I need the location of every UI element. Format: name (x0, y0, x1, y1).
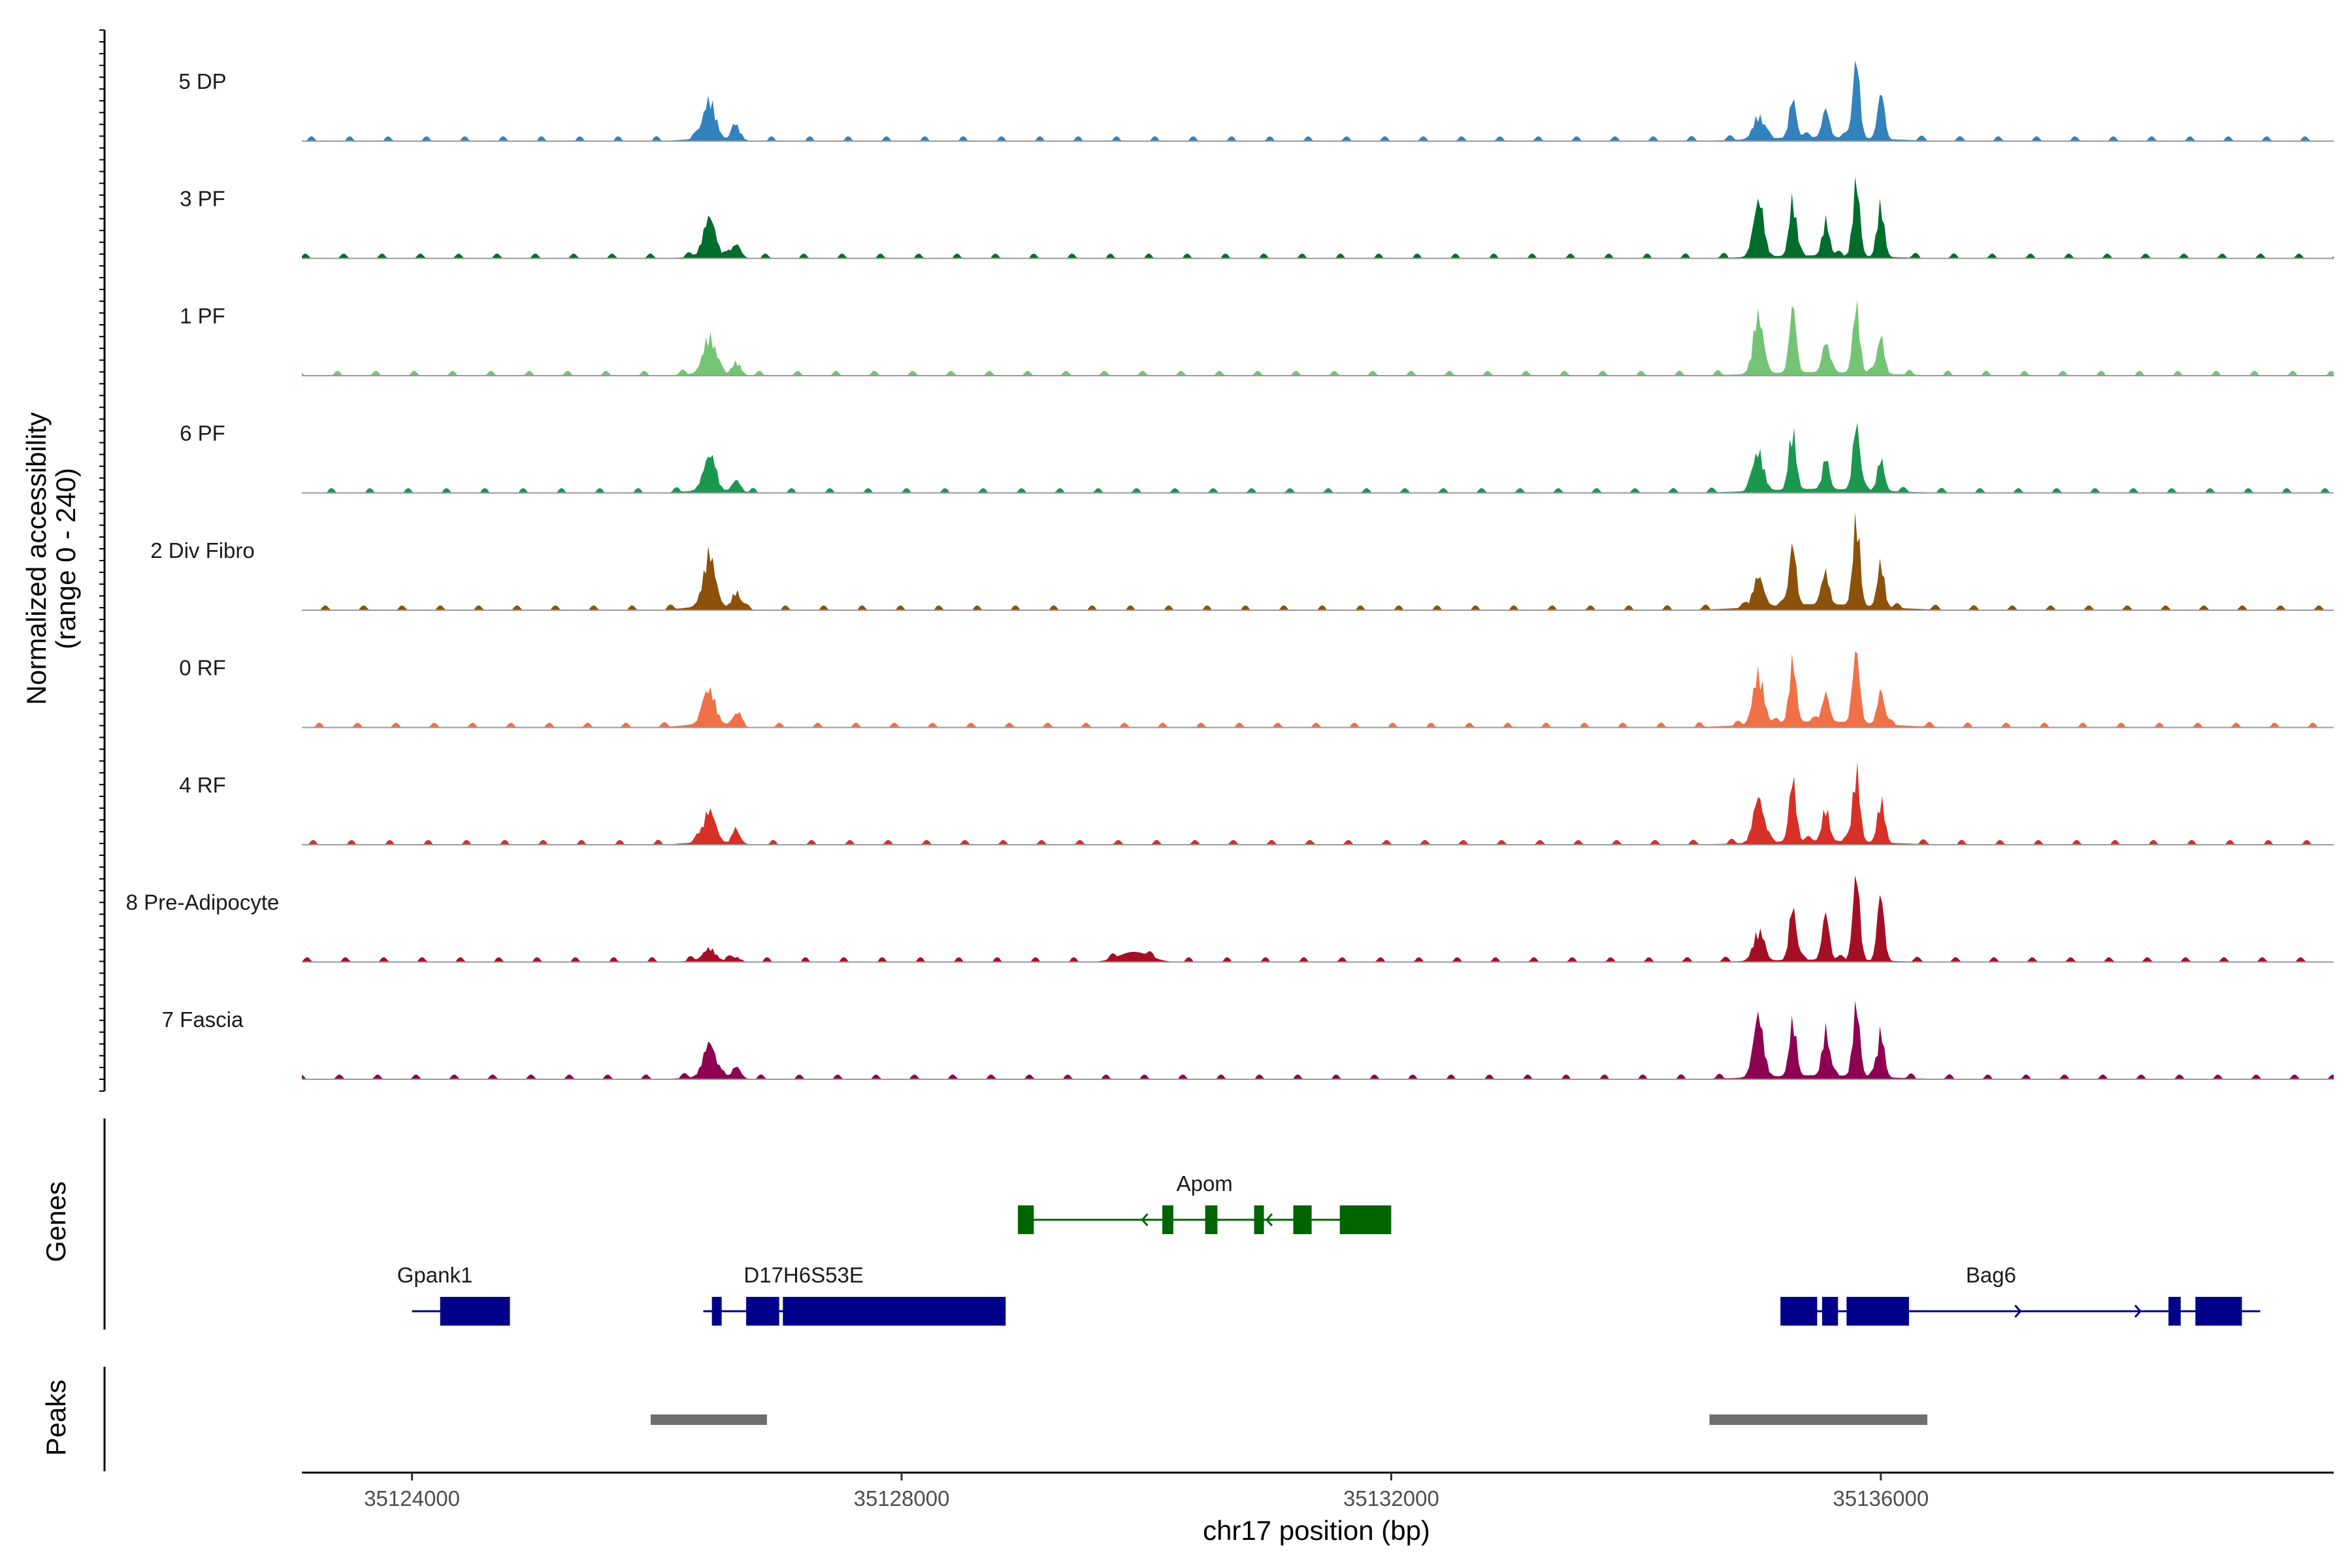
gene-exon (2195, 1297, 2242, 1326)
track-label-8: 7 Fascia (162, 1007, 244, 1032)
gene-exon (1162, 1205, 1173, 1234)
coverage-area-4 (302, 512, 2334, 610)
gene-exon (783, 1297, 1006, 1326)
coverage-area-8 (302, 1000, 2334, 1079)
track-label-4: 2 Div Fibro (150, 538, 255, 563)
strand-chevron (2134, 1305, 2142, 1318)
gene-exon (1846, 1297, 1909, 1326)
gene-label-0: Gpank1 (397, 1263, 473, 1287)
track-label-0: 5 DP (178, 69, 226, 93)
coverage-area-5 (302, 651, 2334, 728)
y-axis-title-line2: (range 0 - 240) (50, 468, 81, 649)
strand-chevron (1141, 1213, 1149, 1226)
genes-panel-label: Genes (41, 1181, 71, 1262)
track-label-6: 4 RF (179, 773, 226, 797)
gene-exon (1780, 1297, 1818, 1326)
coverage-area-7 (302, 875, 2334, 962)
genes-panel: Gpank1 D17H6S53E Apom Bag6 (103, 1119, 2261, 1330)
x-tick-label-2: 35132000 (1343, 1486, 1439, 1511)
track-label-5: 0 RF (179, 656, 226, 680)
coverage-area-1 (302, 176, 2334, 259)
strand-chevron (2014, 1305, 2022, 1318)
gene-exon (1339, 1205, 1392, 1234)
accessibility-axis (99, 29, 106, 1092)
coverage-area-0 (302, 60, 2334, 141)
gene-label-1: D17H6S53E (743, 1263, 863, 1287)
gene-label-2: Apom (1177, 1171, 1233, 1196)
y-axis-title-line1: Normalized accessibility (21, 412, 52, 705)
x-axis-title: chr17 position (bp) (1203, 1515, 1430, 1546)
gene-exon (746, 1297, 779, 1326)
track-label-7: 8 Pre-Adipocyte (126, 890, 280, 915)
coverage-area-6 (302, 761, 2334, 845)
gene-exon (1205, 1205, 1218, 1234)
gene-exon (440, 1297, 510, 1326)
gene-exon (711, 1297, 722, 1326)
strand-chevron (1265, 1213, 1273, 1226)
track-label-3: 6 PF (180, 421, 225, 446)
coverage-area-2 (302, 299, 2334, 376)
track-label-1: 3 PF (180, 187, 225, 211)
peak-bar-0 (650, 1414, 767, 1425)
x-tick-label-3: 35136000 (1833, 1486, 1929, 1511)
x-tick-label-0: 35124000 (364, 1486, 460, 1511)
gene-exon (1821, 1297, 1838, 1326)
x-tick-label-1: 35128000 (854, 1486, 950, 1511)
peaks-panel (103, 1367, 1927, 1471)
gene-exon (1254, 1205, 1264, 1234)
gene-label-3: Bag6 (1966, 1263, 2016, 1287)
gene-exon (1017, 1205, 1034, 1234)
peaks-panel-label: Peaks (41, 1380, 71, 1456)
gene-exon (2168, 1297, 2181, 1326)
track-label-2: 1 PF (180, 304, 225, 328)
x-axis: 35124000 35128000 35132000 35136000 (302, 1471, 2334, 1511)
coverage-tracks: 5 DP 3 PF 1 PF 6 PF 2 Div Fibro 0 RF 4 RF 8 Pre… (126, 60, 2334, 1080)
coverage-area-3 (302, 422, 2334, 493)
peak-bar-1 (1709, 1414, 1927, 1425)
gene-exon (1293, 1205, 1312, 1234)
